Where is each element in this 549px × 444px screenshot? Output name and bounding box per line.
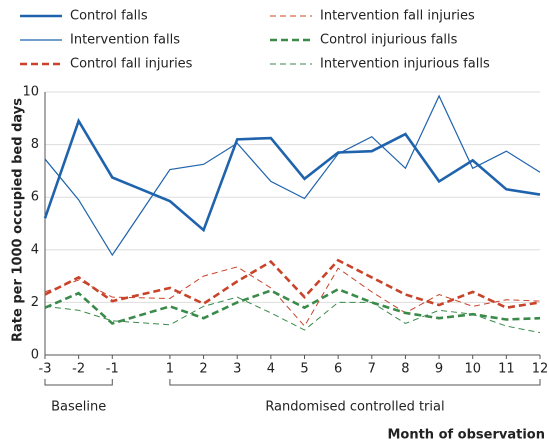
group-label: Randomised controlled trial (265, 400, 444, 415)
legend-label: Control fall injuries (70, 57, 193, 72)
x-tick-label: 2 (199, 362, 207, 377)
x-tick-label: 3 (233, 362, 241, 377)
x-axis-label: Month of observation (387, 428, 545, 443)
series-line (43, 117, 541, 233)
legend-label: Intervention fall injuries (320, 9, 475, 24)
x-tick-label: 4 (267, 362, 275, 377)
y-tick-label: 10 (22, 85, 39, 100)
x-tick-label: 7 (368, 362, 376, 377)
x-tick-label: -3 (39, 362, 52, 377)
legend-label: Control falls (70, 9, 148, 24)
y-tick-label: 6 (31, 190, 39, 205)
x-tick-label: 9 (435, 362, 443, 377)
y-tick-label: 4 (31, 242, 39, 257)
y-axis-label: Rate per 1000 occupied bed days (11, 98, 26, 342)
series-line (44, 296, 541, 334)
x-tick-label: 6 (334, 362, 342, 377)
x-tick-label: 1 (166, 362, 174, 377)
group-bracket (44, 379, 113, 386)
y-tick-label: 2 (31, 295, 39, 310)
series-line (44, 258, 541, 310)
x-tick-label: -2 (72, 362, 85, 377)
legend-label: Intervention falls (70, 33, 180, 48)
x-tick-label: 5 (300, 362, 308, 377)
series-line (44, 266, 541, 327)
legend-label: Control injurious falls (320, 33, 458, 48)
x-tick-label: 11 (498, 362, 515, 377)
y-tick-label: 8 (31, 137, 39, 152)
x-tick-label: -1 (106, 362, 119, 377)
x-tick-label: 10 (464, 362, 481, 377)
y-tick-label: 0 (31, 348, 39, 363)
legend-label: Intervention injurious falls (320, 57, 490, 72)
series-line (44, 287, 541, 325)
series-line (44, 94, 541, 257)
group-bracket (169, 379, 541, 386)
group-label: Baseline (51, 400, 106, 415)
x-tick-label: 8 (401, 362, 409, 377)
x-tick-label: 12 (532, 362, 549, 377)
